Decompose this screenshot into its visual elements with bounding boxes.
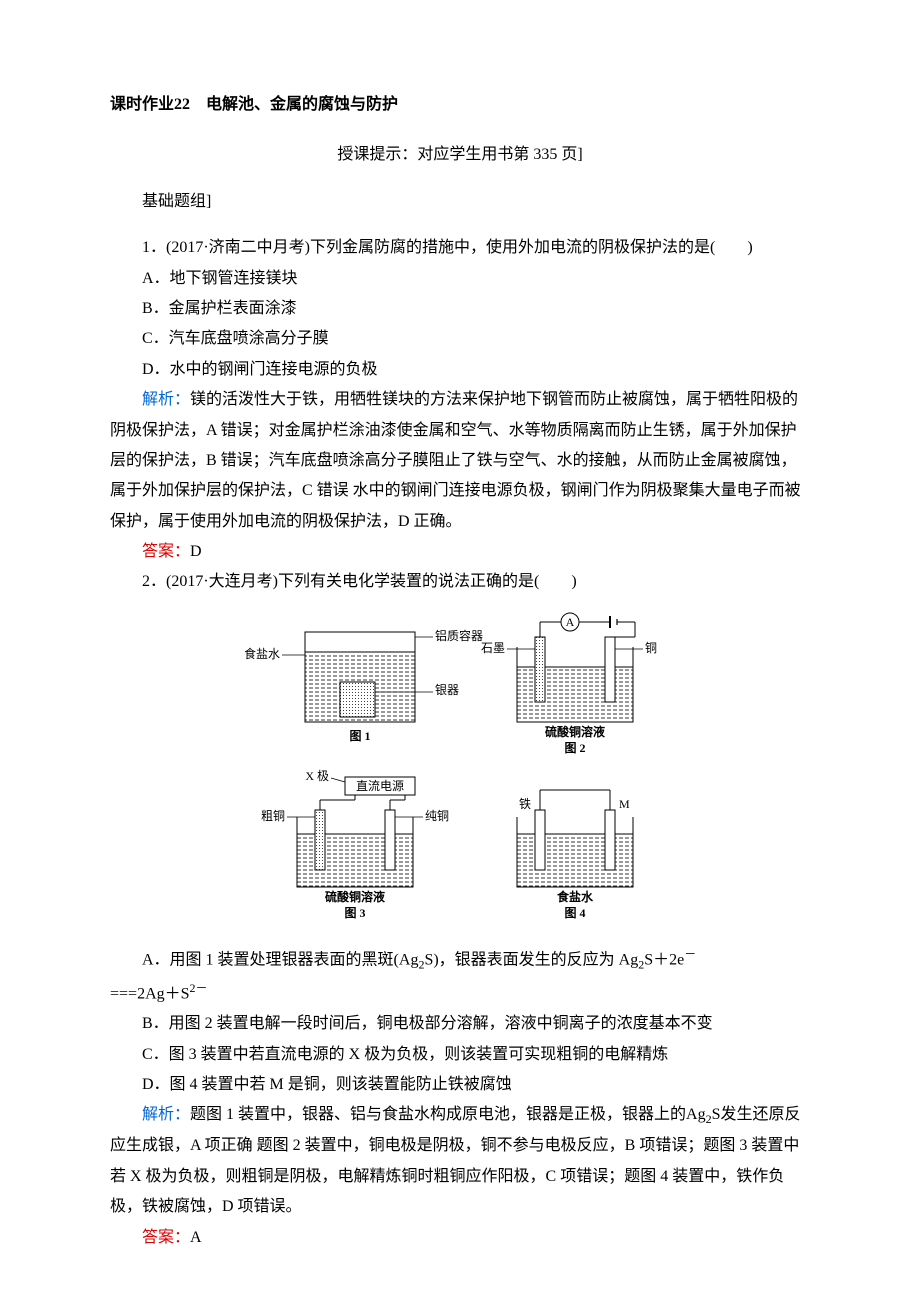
worksheet-title: 课时作业22 电解池、金属的腐蚀与防护 — [110, 90, 810, 120]
fig3-caption: 图 3 — [344, 906, 365, 920]
figures-block: 食盐水 铝质容器 银器 图 1 A — [110, 612, 810, 933]
fig1-label-ag: 银器 — [435, 683, 459, 697]
answer-label-2: 答案： — [142, 1229, 190, 1246]
q1-answer-value: D — [190, 543, 202, 560]
q1-analysis: 解析：镁的活泼性大于铁，用牺牲镁块的方法来保护地下钢管而防止被腐蚀，属于牺牲阳极… — [110, 385, 810, 537]
q2-analysis-pre: 题图 1 装置中，银器、铝与食盐水构成原电池，银器是正极，银器上的Ag — [190, 1106, 706, 1123]
fig1-label-saline: 食盐水 — [245, 646, 280, 661]
fig2-caption: 图 2 — [564, 741, 585, 755]
q2a-l2-sup: 2－ — [190, 981, 208, 995]
fig3-xlabel: X 极 — [305, 769, 329, 783]
fig3-right: 纯铜 — [425, 808, 449, 823]
q1-answer: 答案：D — [110, 537, 810, 567]
q2-answer-value: A — [190, 1229, 202, 1246]
q2-option-d: D．图 4 装置中若 M 是铜，则该装置能防止铁被腐蚀 — [110, 1070, 810, 1100]
q2-option-b: B．用图 2 装置电解一段时间后，铜电极部分溶解，溶液中铜离子的浓度基本不变 — [110, 1009, 810, 1039]
q2a-pre: A．用图 1 装置处理银器表面的黑斑(Ag — [142, 952, 418, 969]
answer-label: 答案： — [142, 543, 190, 560]
fig1-caption: 图 1 — [349, 729, 370, 743]
fig3-sol: 硫酸铜溶液 — [325, 889, 385, 904]
section-heading: 基础题组] — [110, 187, 810, 217]
q2a-mid1: S)，银器表面发生的反应为 Ag — [424, 952, 638, 969]
q2-option-a-line2: ===2Ag＋S2－ — [110, 977, 810, 1010]
fig2-sol: 硫酸铜溶液 — [545, 724, 605, 739]
q2-answer: 答案：A — [110, 1223, 810, 1253]
fig3-power: 直流电源 — [356, 779, 404, 793]
q1-option-d: D．水中的钢闸门连接电源的负极 — [110, 355, 810, 385]
q1-option-b: B．金属护栏表面涂漆 — [110, 294, 810, 324]
q2-analysis: 解析：题图 1 装置中，银器、铝与食盐水构成原电池，银器是正极，银器上的Ag2S… — [110, 1100, 810, 1222]
figures-svg: 食盐水 铝质容器 银器 图 1 A — [245, 612, 675, 922]
fig4-right: M — [619, 797, 630, 811]
q2a-mid2: S＋2e — [644, 952, 684, 969]
fig2-right: 铜 — [645, 640, 657, 655]
q2a-sup: － — [684, 947, 696, 961]
analysis-label-2: 解析： — [142, 1106, 190, 1123]
q2-option-c: C．图 3 装置中若直流电源的 X 极为负极，则该装置可实现粗铜的电解精炼 — [110, 1040, 810, 1070]
fig3-left: 粗铜 — [261, 808, 285, 823]
fig4-caption: 图 4 — [564, 906, 585, 920]
q1-analysis-body: 镁的活泼性大于铁，用牺牲镁块的方法来保护地下钢管而防止被腐蚀，属于牺牲阳极的阴极… — [110, 391, 801, 530]
q1-option-c: C．汽车底盘喷涂高分子膜 — [110, 324, 810, 354]
analysis-label: 解析： — [142, 391, 190, 408]
q1-option-a: A．地下钢管连接镁块 — [110, 264, 810, 294]
q2-option-a: A．用图 1 装置处理银器表面的黑斑(Ag2S)，银器表面发生的反应为 Ag2S… — [110, 943, 810, 976]
fig2-meter: A — [566, 615, 575, 629]
fig1-label-al: 铝质容器 — [435, 628, 483, 643]
page-hint: 授课提示：对应学生用书第 335 页] — [110, 140, 810, 170]
fig4-left: 铁 — [519, 797, 531, 811]
q1-stem: 1．(2017·济南二中月考)下列金属防腐的措施中，使用外加电流的阴极保护法的是… — [110, 233, 810, 263]
q2-stem: 2．(2017·大连月考)下列有关电化学装置的说法正确的是( ) — [110, 567, 810, 597]
fig2-left: 石墨 — [481, 641, 505, 655]
q2a-l2-pre: ===2Ag＋S — [110, 985, 190, 1002]
fig4-sol: 食盐水 — [556, 889, 594, 904]
